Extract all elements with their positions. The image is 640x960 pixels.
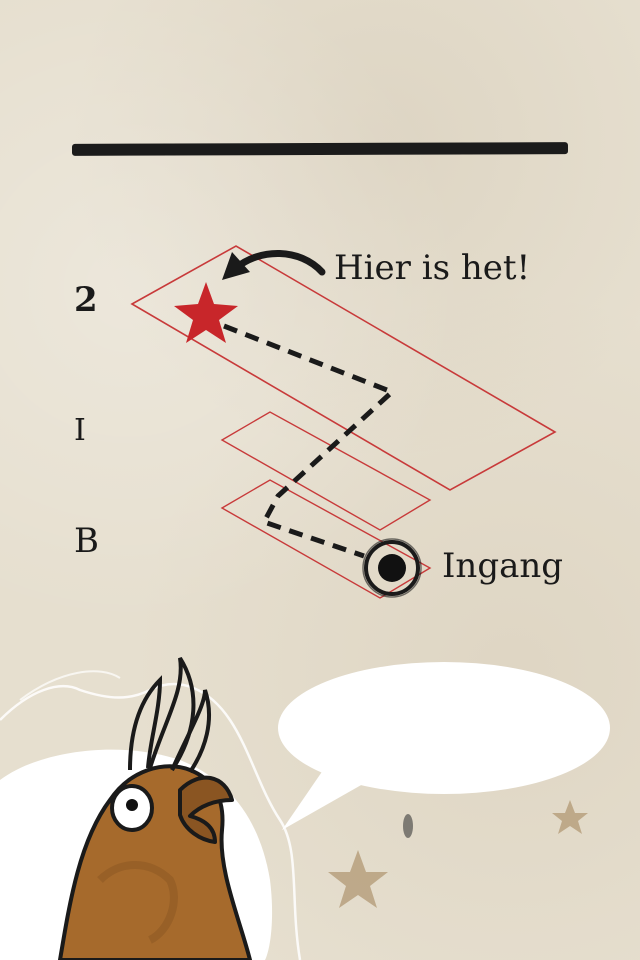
entrance-circle-icon[interactable] [362, 538, 422, 598]
character-area [0, 656, 610, 960]
floor-plate-2 [130, 245, 557, 491]
floor-plate-b [220, 479, 432, 599]
speech-bubble [278, 662, 610, 830]
entrance-callout: Ingang [442, 546, 564, 586]
route-line [223, 323, 395, 559]
ink-smudge [403, 814, 413, 838]
star-icon[interactable] [174, 282, 238, 343]
floor-label-1[interactable]: I [74, 413, 86, 448]
decor-star-icon [328, 850, 388, 908]
decor-star-small-icon [552, 800, 588, 834]
floor-label-b[interactable]: B [74, 521, 99, 561]
destination-callout: Hier is het! [334, 248, 531, 288]
bird-beak [178, 775, 234, 844]
decor-squiggle [0, 682, 302, 960]
floor-plate-1 [220, 411, 432, 531]
floor-label-2[interactable]: 2 [74, 280, 98, 320]
curved-arrow-icon [222, 250, 326, 280]
bird-character[interactable] [57, 656, 253, 960]
decor-squiggle-2 [19, 670, 121, 701]
